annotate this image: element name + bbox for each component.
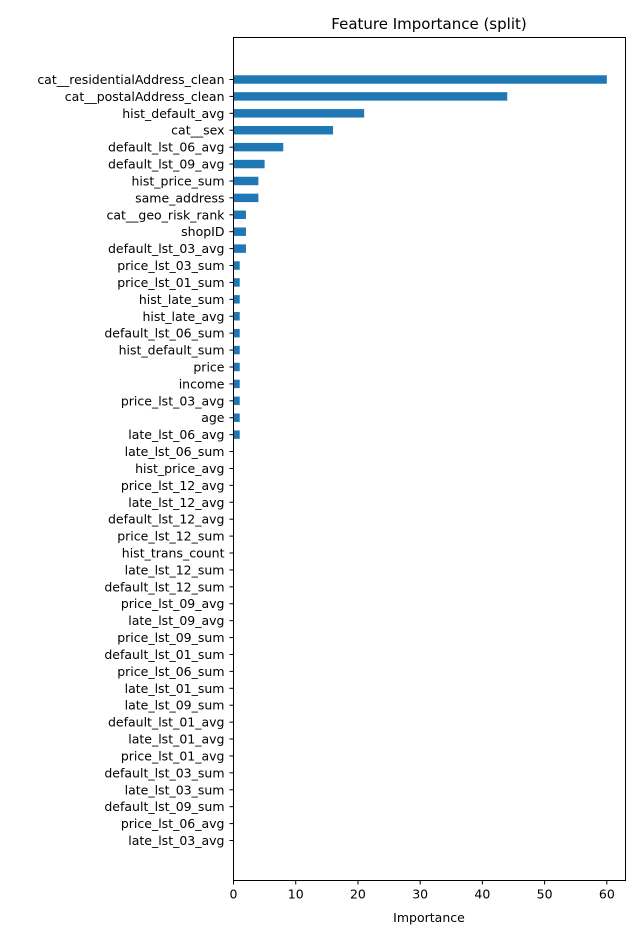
chart-title: Feature Importance (split)	[331, 15, 526, 33]
x-tick-label: 10	[288, 887, 304, 902]
bar-price	[233, 362, 240, 372]
y-tick-label: late_lst_06_sum	[125, 444, 225, 459]
y-tick-label: default_lst_06_sum	[104, 326, 224, 341]
y-tick-label: late_lst_06_avg	[128, 427, 224, 442]
y-tick-label: default_lst_12_avg	[108, 512, 225, 527]
y-tick-label: price_lst_09_avg	[121, 596, 225, 611]
y-tick-label: price_lst_06_avg	[121, 816, 225, 831]
y-tick-label: hist_price_sum	[131, 173, 224, 188]
y-tick-label: default_lst_01_avg	[108, 715, 225, 730]
y-tick-label: same_address	[135, 190, 224, 205]
y-tick-label: cat__sex	[171, 123, 224, 138]
x-tick-label: 20	[350, 887, 366, 902]
y-tick-label: default_lst_09_sum	[104, 799, 224, 814]
x-tick-label: 50	[537, 887, 553, 902]
y-tick-label: default_lst_12_sum	[104, 579, 224, 594]
y-tick-label: price	[193, 359, 224, 374]
plot-frame	[233, 37, 626, 881]
y-tick-label: price_lst_12_sum	[117, 529, 224, 544]
y-tick-label: hist_trans_count	[122, 546, 225, 561]
y-tick-label: hist_late_sum	[139, 292, 225, 307]
y-tick-label: hist_price_avg	[135, 461, 224, 476]
bar-hist_default_avg	[233, 109, 365, 118]
x-tick-label: 60	[599, 887, 615, 902]
y-tick-label: late_lst_01_avg	[128, 732, 224, 747]
bar-price_lst_01_sum	[233, 278, 240, 287]
y-tick-label: late_lst_12_sum	[125, 562, 225, 577]
bar-late_lst_06_avg	[233, 430, 240, 439]
y-tick-label: income	[179, 376, 225, 391]
bar-price_lst_03_sum	[233, 261, 240, 270]
bars-group	[233, 75, 607, 439]
y-tick-label: price_lst_01_avg	[121, 748, 225, 763]
y-tick-label: late_lst_03_sum	[125, 782, 225, 797]
bar-hist_late_sum	[233, 295, 240, 304]
bar-cat__residentialAddress_clean	[233, 75, 607, 84]
bar-default_lst_06_sum	[233, 328, 240, 338]
y-tick-label: price_lst_01_sum	[117, 275, 224, 290]
y-tick-label: default_lst_01_sum	[104, 647, 224, 662]
bar-cat__geo_risk_rank	[233, 210, 246, 220]
bar-same_address	[233, 193, 259, 203]
y-axis-ticks: cat__residentialAddress_clean cat__postal…	[37, 72, 234, 848]
bar-age	[233, 413, 240, 422]
y-tick-label: default_lst_06_avg	[108, 140, 225, 155]
y-tick-label: late_lst_12_avg	[128, 495, 224, 510]
x-axis-ticks: 0 10 20 30 40 50 60	[230, 880, 615, 902]
y-tick-label: price_lst_09_sum	[117, 630, 224, 645]
x-tick-label: 0	[230, 887, 238, 902]
x-tick-label: 30	[412, 887, 428, 902]
x-tick-label: 40	[474, 887, 490, 902]
bar-hist_default_sum	[233, 345, 240, 355]
bar-income	[233, 379, 240, 389]
y-tick-label: age	[201, 410, 225, 425]
y-tick-label: default_lst_03_sum	[104, 765, 224, 780]
y-tick-label: default_lst_09_avg	[108, 157, 225, 172]
y-tick-label: cat__postalAddress_clean	[65, 89, 225, 104]
y-tick-label: late_lst_09_sum	[125, 698, 225, 713]
x-axis-label: Importance	[393, 910, 465, 925]
y-tick-label: price_lst_03_sum	[117, 258, 224, 273]
bar-hist_late_avg	[233, 312, 240, 321]
y-tick-label: price_lst_12_avg	[121, 478, 225, 493]
y-tick-label: hist_default_avg	[122, 106, 224, 121]
bar-cat__postalAddress_clean	[233, 92, 508, 101]
bar-price_lst_03_avg	[233, 396, 240, 406]
y-tick-label: cat__residentialAddress_clean	[37, 72, 224, 87]
y-tick-label: late_lst_03_avg	[128, 833, 224, 848]
bar-default_lst_06_avg	[233, 142, 284, 152]
bar-default_lst_03_avg	[233, 244, 246, 253]
y-tick-label: price_lst_06_sum	[117, 664, 224, 679]
y-tick-label: hist_default_sum	[119, 343, 225, 358]
bar-shopID	[233, 227, 246, 236]
bar-cat__sex	[233, 126, 334, 135]
y-tick-label: hist_late_avg	[142, 309, 224, 324]
y-tick-label: shopID	[181, 224, 224, 239]
y-tick-label: late_lst_09_avg	[128, 613, 224, 628]
y-tick-label: late_lst_01_sum	[125, 681, 225, 696]
y-tick-label: price_lst_03_avg	[121, 393, 225, 408]
y-tick-label: cat__geo_risk_rank	[106, 207, 225, 222]
bar-default_lst_09_avg	[233, 159, 265, 169]
y-tick-label: default_lst_03_avg	[108, 241, 225, 256]
bar-hist_price_sum	[233, 176, 259, 186]
